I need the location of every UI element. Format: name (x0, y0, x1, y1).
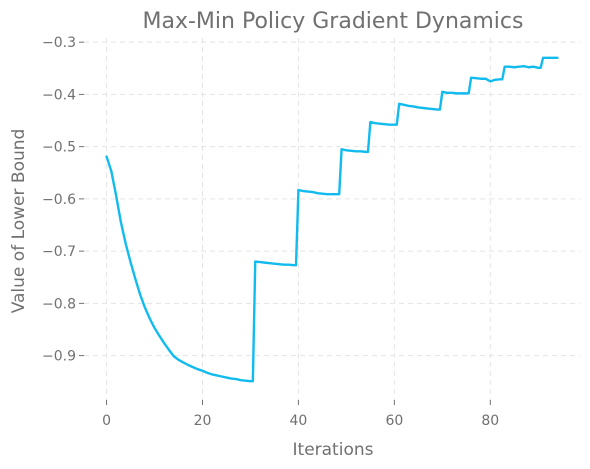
x-tick-label: 40 (290, 413, 308, 429)
x-tick-label: 20 (194, 413, 212, 429)
y-tick-label: −0.9 (42, 349, 76, 365)
x-tick-label: 0 (102, 413, 111, 429)
y-tick-label: −0.7 (42, 244, 76, 260)
x-tick-label: 60 (385, 413, 403, 429)
y-tick-label: −0.6 (42, 192, 76, 208)
grid (84, 38, 580, 400)
x-tick-label: 80 (481, 413, 499, 429)
series-line (105, 56, 559, 383)
axis-ticks: 0 20 40 60 80 −0.9 −0.8 −0.7 −0.6 −0.5 −0.4 −0.3 (42, 35, 499, 429)
series-layer (105, 56, 559, 383)
y-tick-label: −0.5 (42, 140, 76, 156)
y-tick-label: −0.8 (42, 296, 76, 312)
x-axis-label: Iterations (293, 440, 374, 460)
chart-title: Max-Min Policy Gradient Dynamics (143, 9, 524, 34)
y-tick-label: −0.3 (42, 35, 76, 51)
y-tick-label: −0.4 (42, 87, 76, 103)
y-axis-label: Value of Lower Bound (9, 129, 29, 314)
